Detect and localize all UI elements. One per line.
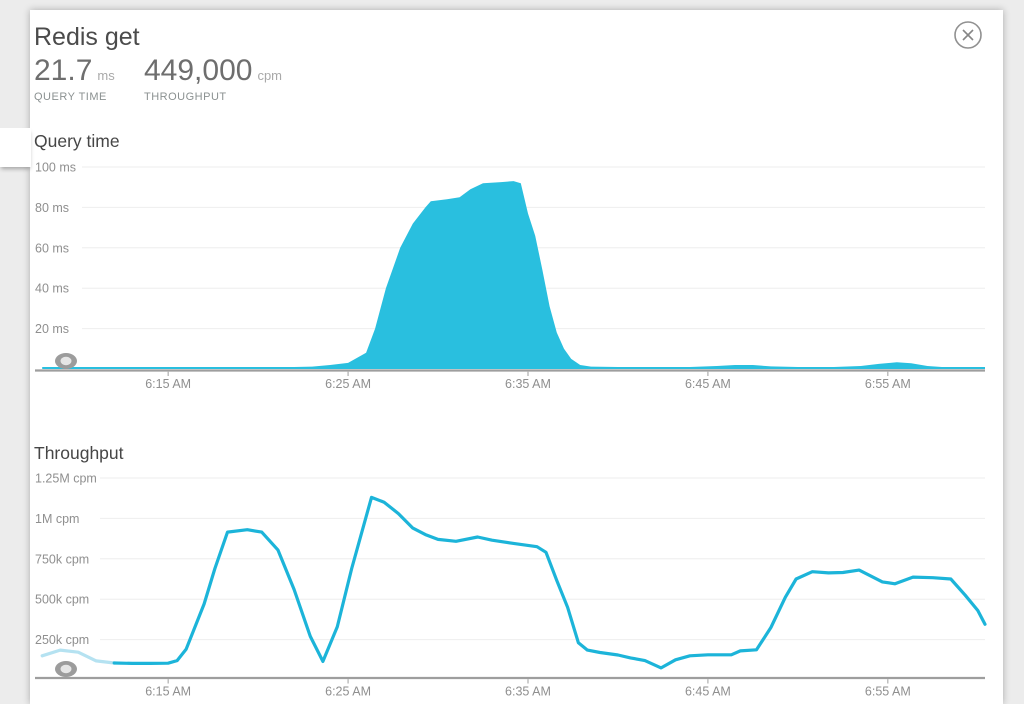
metric-throughput-label: THROUGHPUT	[144, 91, 227, 103]
metric-query-time: 21.7 ms QUERY TIME	[34, 54, 115, 104]
metric-query-time-label: QUERY TIME	[34, 91, 107, 103]
y-tick-label: 500k cpm	[35, 593, 89, 607]
x-tick-label: 6:45 AM	[685, 377, 731, 391]
x-tick-label: 6:35 AM	[505, 377, 551, 391]
throughput-line-series[interactable]	[112, 495, 987, 670]
y-tick-label: 20 ms	[35, 322, 69, 336]
x-tick-label: 6:25 AM	[325, 685, 371, 699]
x-tick-label: 6:25 AM	[325, 377, 371, 391]
chart-title-throughput: Throughput	[34, 443, 124, 463]
y-tick-label: 250k cpm	[35, 633, 89, 647]
eye-indicator-icon-center	[60, 664, 72, 674]
left-tab-notch	[0, 128, 31, 167]
close-button[interactable]	[952, 19, 984, 51]
metric-query-time-unit: ms	[97, 68, 115, 83]
metric-query-time-value: 21.7	[34, 54, 93, 87]
x-tick-label: 6:55 AM	[865, 685, 911, 699]
y-tick-label: 80 ms	[35, 201, 69, 215]
y-tick-label: 100 ms	[35, 161, 76, 175]
y-tick-label: 40 ms	[35, 282, 69, 296]
x-tick-label: 6:15 AM	[145, 685, 191, 699]
x-tick-label: 6:45 AM	[685, 685, 731, 699]
eye-indicator-icon-center	[60, 356, 72, 366]
chart-title-query-time: Query time	[34, 131, 120, 151]
panel-title: Redis get	[34, 23, 140, 51]
x-tick-label: 6:35 AM	[505, 685, 551, 699]
y-tick-label: 1.25M cpm	[35, 472, 97, 486]
throughput-line-series-faded[interactable]	[40, 648, 116, 665]
query-time-area-series[interactable]	[42, 181, 985, 369]
y-tick-label: 60 ms	[35, 241, 69, 255]
x-tick-label: 6:55 AM	[865, 377, 911, 391]
metric-throughput-unit: cpm	[257, 68, 283, 83]
y-tick-label: 1M cpm	[35, 512, 79, 526]
metric-throughput: 449,000 cpm THROUGHPUT	[144, 54, 283, 104]
metric-throughput-value: 449,000	[144, 54, 253, 87]
x-tick-label: 6:15 AM	[145, 377, 191, 391]
y-tick-label: 750k cpm	[35, 552, 89, 566]
close-icon	[954, 21, 982, 49]
